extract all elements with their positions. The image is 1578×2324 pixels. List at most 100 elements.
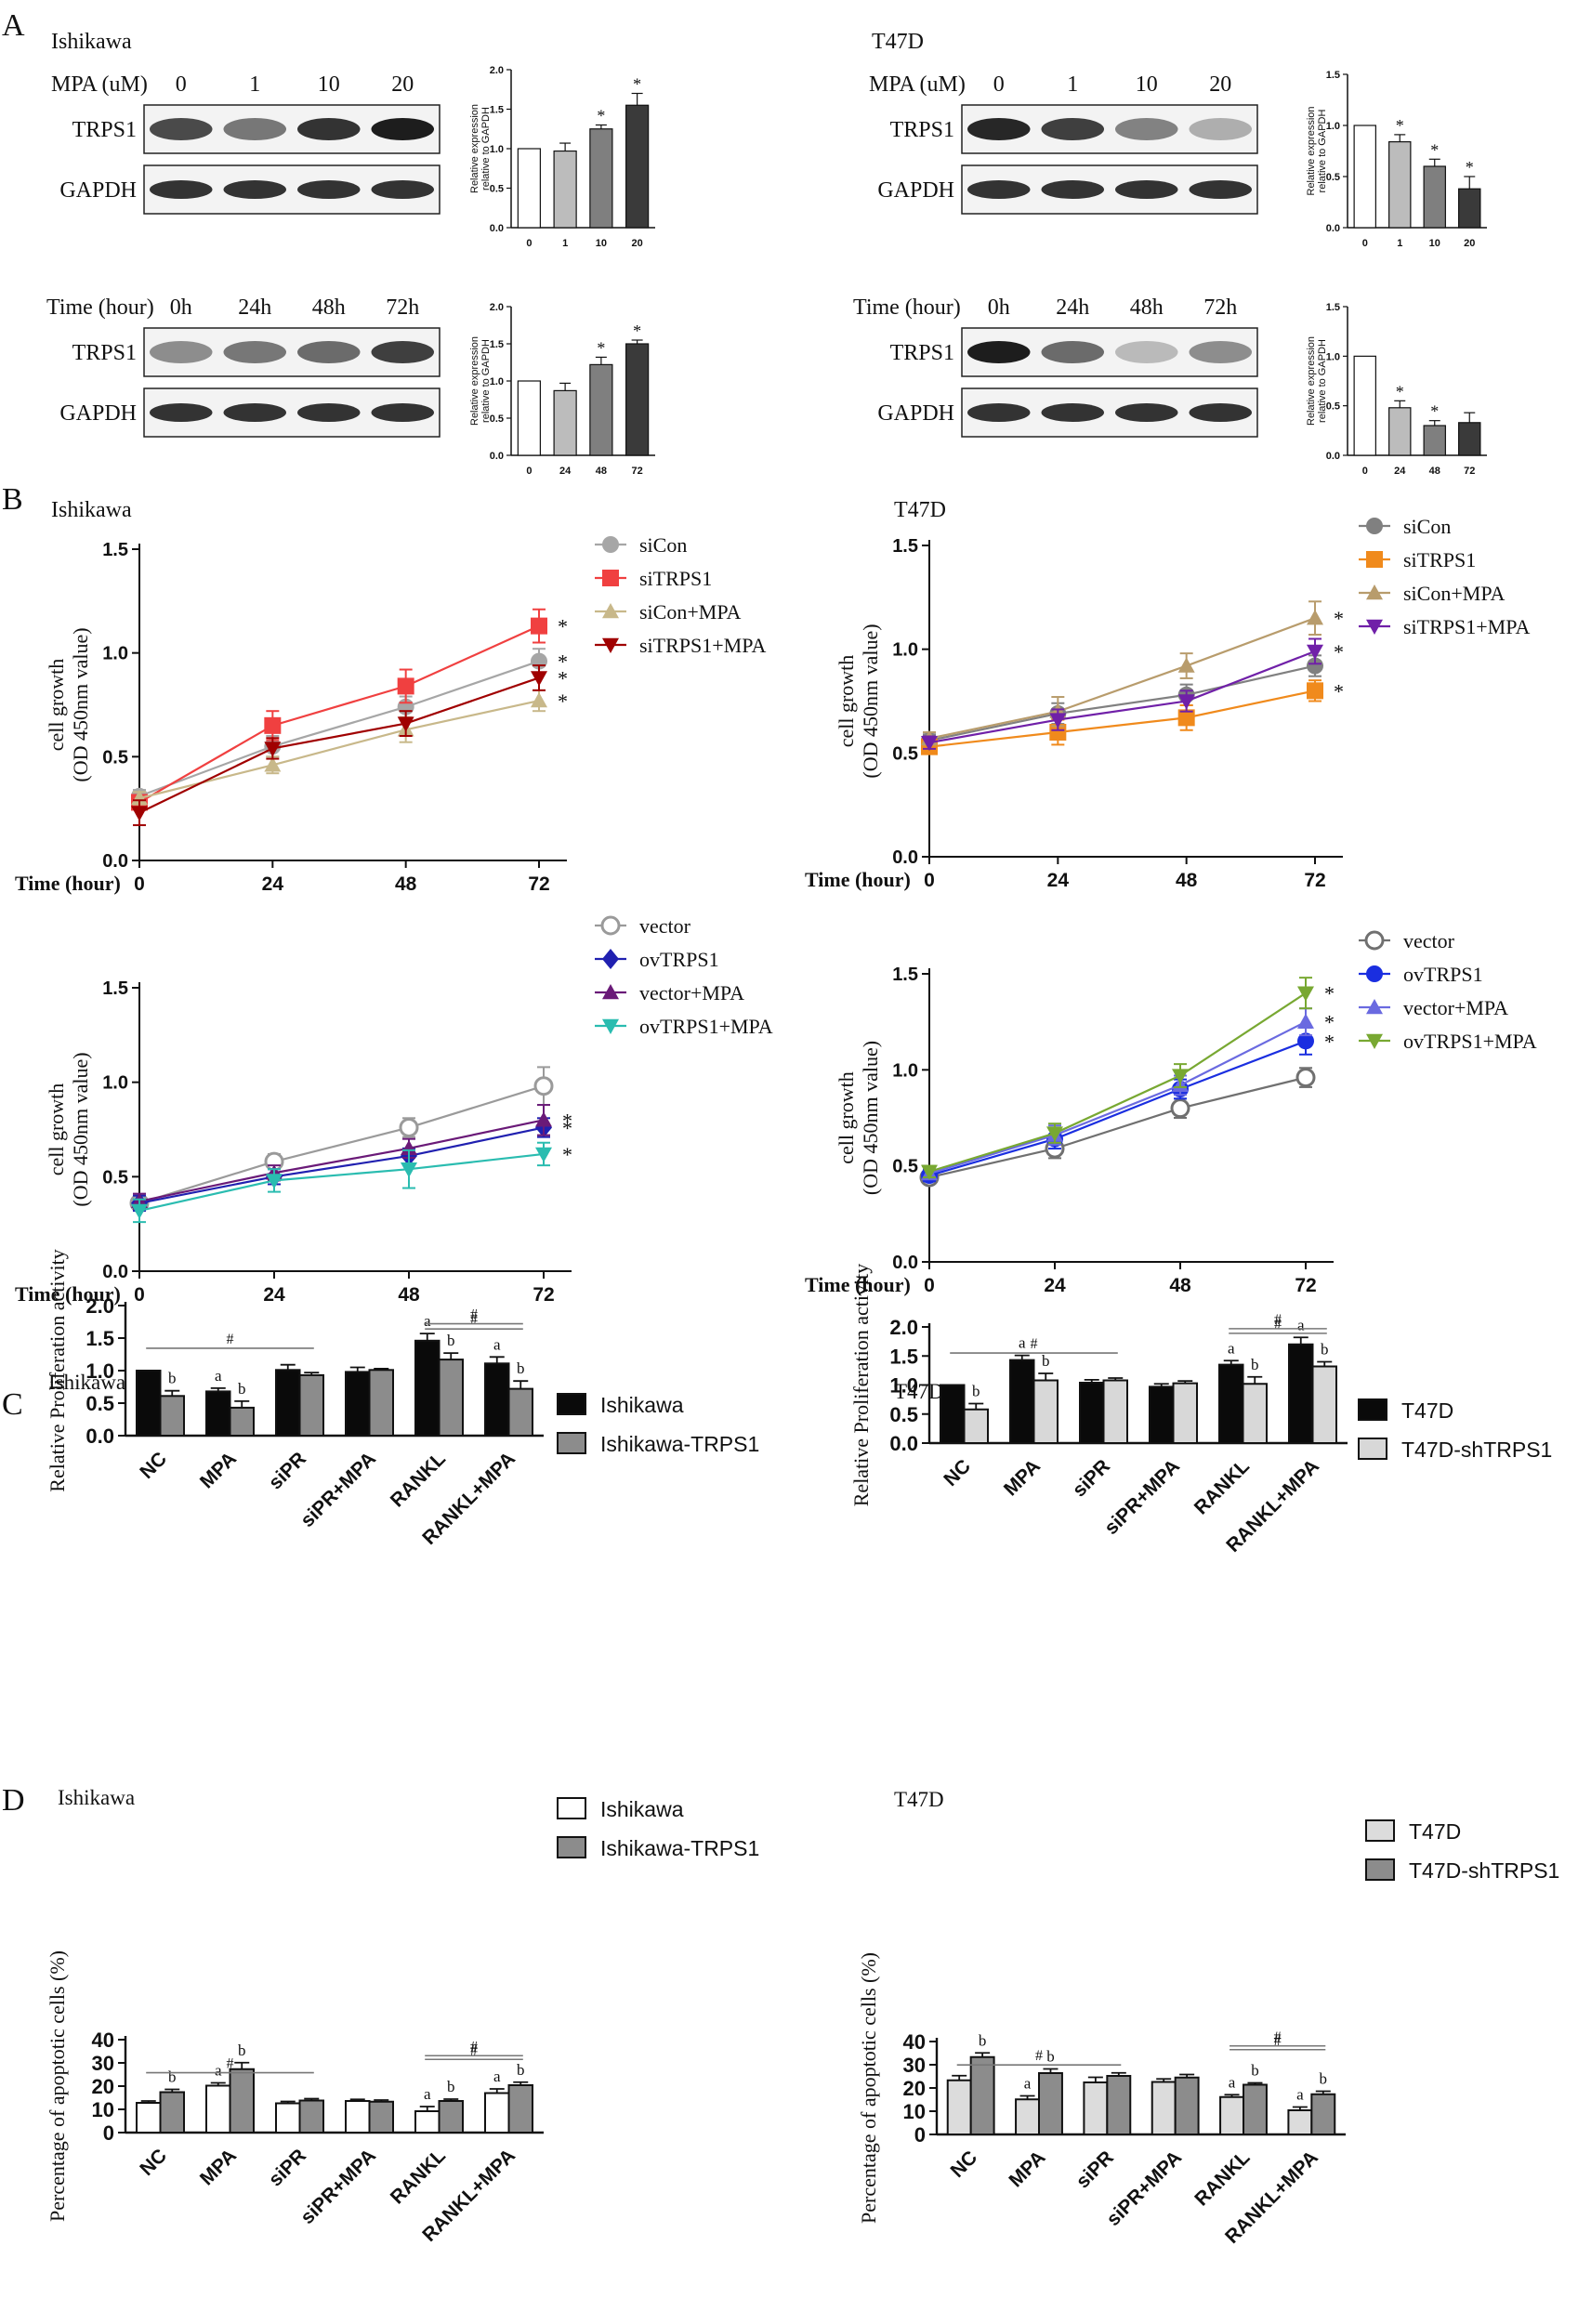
- data-point: [1307, 644, 1323, 660]
- panel-letter-A: A: [2, 8, 25, 43]
- bracket-label: #: [470, 1307, 478, 1323]
- significance-star: *: [1430, 402, 1439, 421]
- protein-label-gapdh: GAPDH: [59, 178, 137, 203]
- bar: [368, 2100, 394, 2134]
- chart-title: T47D: [894, 1788, 944, 1811]
- data-point: [1177, 694, 1195, 710]
- x-tick-label: 20: [632, 238, 643, 249]
- bar: [1149, 1385, 1175, 1444]
- data-point: [1297, 986, 1314, 1002]
- bar: [205, 1390, 231, 1438]
- bar: [345, 1371, 371, 1438]
- bar: [1151, 2081, 1177, 2135]
- y-tick-label: 1.5: [490, 105, 504, 116]
- y-axis-label: relative to GAPDH: [480, 339, 492, 423]
- significance-letter: b: [979, 2031, 987, 2049]
- significance-star: *: [1466, 158, 1474, 177]
- data-point: [1366, 999, 1383, 1015]
- bar: [1287, 2109, 1313, 2135]
- significance-letter: b: [1042, 1352, 1050, 1370]
- x-tick-label: NC: [946, 2147, 981, 2182]
- wb-lane-label: 24h: [1056, 295, 1089, 320]
- significance-star: *: [597, 338, 605, 357]
- y-axis-label: relative to GAPDH: [1317, 110, 1328, 193]
- wb-lane-label: 72h: [386, 295, 419, 320]
- wb-lane-label: 72h: [1203, 295, 1237, 320]
- data-point: [1366, 965, 1383, 982]
- data-point: [397, 677, 414, 695]
- y-tick-label: 20: [903, 2077, 926, 2100]
- significance-star: *: [558, 615, 568, 638]
- legend-label: Ishikawa: [600, 1797, 684, 1821]
- x-axis-label: Time (hour): [805, 1273, 911, 1296]
- significance-letter: b: [517, 1359, 525, 1377]
- data-point: [131, 806, 148, 821]
- wb-lane-label: 48h: [312, 295, 346, 320]
- bar: [1174, 2076, 1200, 2135]
- y-tick-label: 2.0: [889, 1316, 918, 1339]
- data-point: [600, 915, 621, 936]
- bracket-label: #: [227, 1332, 234, 1347]
- y-axis-label: (OD 450nm value): [859, 1041, 882, 1195]
- significance-star: *: [1334, 607, 1344, 630]
- y-tick-label: 2.0: [85, 1294, 114, 1318]
- gapdh-band: [1115, 403, 1178, 422]
- legend-label: siCon+MPA: [639, 600, 742, 624]
- data-point: [1172, 1069, 1189, 1084]
- x-tick-label: NC: [136, 2145, 171, 2180]
- significance-star: *: [562, 1143, 572, 1166]
- legend-label: vector: [639, 914, 691, 938]
- bracket-label: #: [1035, 2048, 1043, 2064]
- y-tick-label: 0.0: [1326, 451, 1340, 462]
- significance-letter: b: [238, 1380, 246, 1398]
- data-point: [535, 1147, 552, 1162]
- y-tick-label: 1.0: [892, 1060, 918, 1081]
- bar: [940, 1384, 966, 1444]
- trps1-band: [150, 341, 213, 363]
- x-axis-label: Time (hour): [15, 1282, 121, 1306]
- bar: [963, 1408, 989, 1444]
- bar: [946, 2079, 972, 2135]
- legend-label: siTRPS1: [1403, 548, 1476, 571]
- bar: [136, 1370, 162, 1437]
- x-tick-label: 48: [1429, 466, 1440, 477]
- bar: [205, 2084, 231, 2134]
- chart-A_ish_time: 0.0 0.5 1.0 1.5 2.0 0 24 * 48 * 72 Relative express…: [469, 302, 655, 477]
- y-tick-label: 20: [92, 2075, 114, 2098]
- x-tick-label: 24: [262, 873, 284, 895]
- significance-letter: a: [1229, 2073, 1236, 2091]
- bar: [553, 389, 577, 456]
- bar: [438, 1359, 464, 1437]
- legend-label: T47D-shTRPS1: [1401, 1438, 1552, 1462]
- y-tick-label: 0: [103, 2121, 114, 2145]
- y-tick-label: 0.5: [490, 184, 504, 195]
- trps1-band: [1115, 118, 1178, 140]
- bar: [1015, 2098, 1040, 2135]
- bar: [484, 2092, 510, 2134]
- bracket-label: #: [227, 2056, 234, 2072]
- y-tick-label: 0.0: [102, 1262, 128, 1282]
- bar: [275, 2102, 301, 2134]
- data-point: [602, 949, 619, 969]
- x-tick-label: siPR+MPA: [296, 1448, 380, 1531]
- gapdh-band: [223, 403, 286, 422]
- significance-letter: b: [447, 2078, 455, 2095]
- legend-swatch: [557, 1797, 586, 1819]
- x-tick-label: 10: [596, 238, 607, 249]
- x-tick-label: MPA: [196, 1448, 241, 1492]
- gapdh-band: [1189, 180, 1252, 199]
- y-tick-label: 2.0: [490, 302, 504, 313]
- y-tick-label: 1.5: [889, 1345, 918, 1368]
- legend-label: ovTRPS1+MPA: [1403, 1030, 1537, 1053]
- significance-letter: b: [1321, 1341, 1329, 1359]
- data-point: [921, 735, 938, 752]
- bar: [1106, 2075, 1132, 2135]
- data-point: [397, 716, 414, 732]
- y-axis-label: cell growth: [835, 1071, 858, 1164]
- x-tick-label: 24: [1044, 1275, 1066, 1296]
- data-point: [1295, 1068, 1316, 1088]
- y-tick-label: 1.0: [490, 376, 504, 387]
- legend-label: vector: [1403, 929, 1455, 952]
- data-point: [1297, 1032, 1314, 1050]
